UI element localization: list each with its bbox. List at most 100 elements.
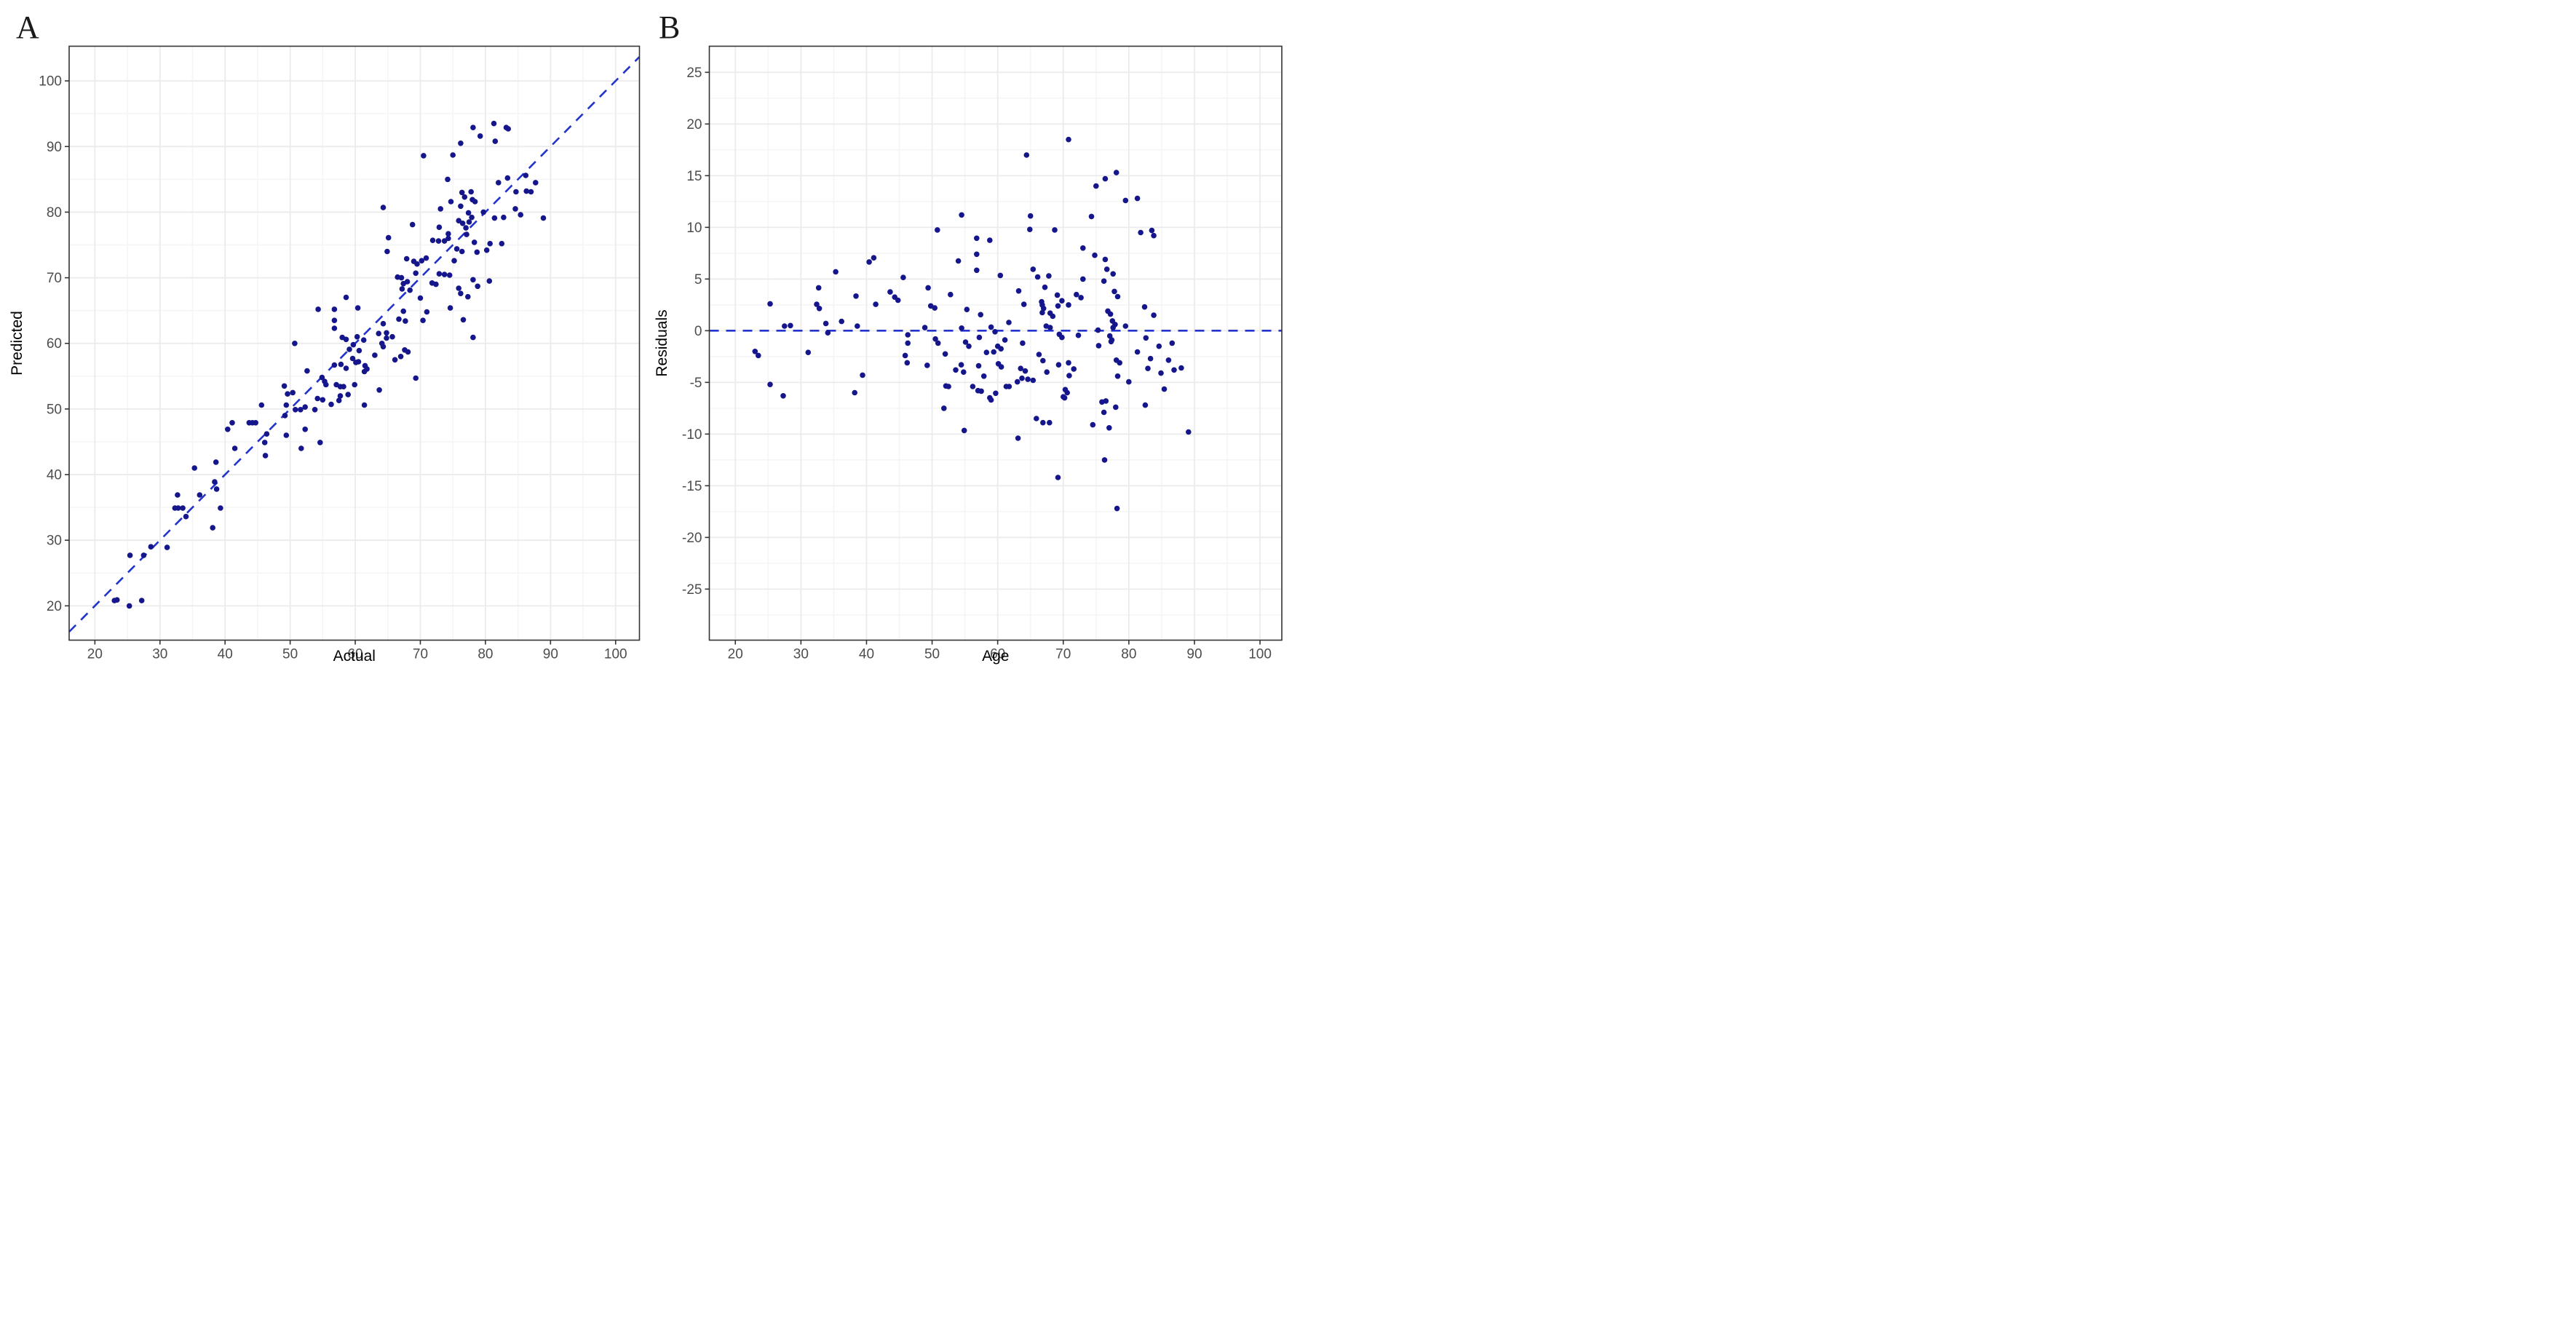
data-point bbox=[814, 301, 820, 307]
data-point bbox=[225, 427, 231, 432]
data-point bbox=[533, 180, 539, 186]
y-tick-label: -20 bbox=[682, 531, 702, 546]
data-point bbox=[1066, 302, 1071, 308]
data-point bbox=[496, 180, 502, 186]
data-point bbox=[384, 248, 390, 255]
data-point bbox=[343, 336, 349, 343]
data-point bbox=[1134, 349, 1141, 355]
data-point bbox=[283, 402, 290, 408]
data-point bbox=[1030, 266, 1037, 272]
data-point bbox=[1034, 416, 1039, 421]
data-point bbox=[470, 124, 476, 130]
data-point bbox=[420, 317, 426, 324]
data-point bbox=[998, 364, 1004, 370]
data-point bbox=[285, 391, 290, 397]
data-point bbox=[987, 237, 993, 243]
data-point bbox=[213, 459, 219, 465]
data-point bbox=[456, 285, 461, 291]
data-point bbox=[403, 255, 410, 262]
data-point bbox=[486, 278, 493, 284]
data-point bbox=[873, 301, 879, 307]
data-point bbox=[281, 383, 288, 389]
data-point bbox=[331, 306, 338, 312]
data-point bbox=[983, 349, 990, 356]
data-point bbox=[459, 189, 465, 196]
data-point bbox=[191, 465, 198, 471]
data-point bbox=[314, 395, 321, 402]
data-point bbox=[469, 214, 475, 221]
data-point bbox=[978, 312, 983, 318]
data-point bbox=[380, 320, 387, 327]
data-point bbox=[1054, 292, 1061, 298]
data-point bbox=[331, 362, 338, 368]
data-point bbox=[1114, 373, 1121, 379]
data-point bbox=[1090, 421, 1096, 428]
data-point bbox=[904, 360, 911, 366]
data-point bbox=[946, 384, 951, 389]
data-point bbox=[1015, 288, 1022, 294]
data-point bbox=[974, 235, 980, 242]
data-point bbox=[961, 369, 967, 375]
data-point bbox=[441, 238, 448, 244]
data-point bbox=[262, 453, 269, 459]
data-point bbox=[528, 189, 534, 195]
data-point bbox=[1107, 311, 1114, 317]
data-point bbox=[312, 407, 318, 413]
data-point bbox=[403, 318, 408, 324]
data-point bbox=[499, 240, 505, 247]
data-point bbox=[900, 274, 906, 281]
data-point bbox=[1023, 152, 1030, 158]
data-point bbox=[458, 140, 464, 146]
data-point bbox=[988, 324, 994, 330]
data-point bbox=[1122, 323, 1129, 329]
data-point bbox=[1014, 378, 1021, 385]
data-point bbox=[331, 325, 338, 331]
data-point bbox=[407, 287, 413, 293]
data-point bbox=[213, 486, 220, 492]
data-point bbox=[860, 372, 865, 378]
data-point bbox=[404, 279, 411, 285]
panel-a: 20 30 40 50 60 70 80 90 100 20 30 40 50 60 70 80 90 100 bbox=[39, 45, 641, 662]
data-point bbox=[540, 215, 547, 221]
data-point bbox=[1006, 384, 1012, 389]
data-point bbox=[959, 325, 964, 331]
data-point bbox=[980, 373, 987, 379]
y-tick-label: 70 bbox=[47, 271, 62, 286]
data-point bbox=[380, 205, 387, 210]
data-point bbox=[866, 259, 872, 265]
data-point bbox=[922, 325, 928, 330]
data-point bbox=[974, 267, 980, 274]
data-point bbox=[328, 401, 334, 408]
data-point bbox=[346, 346, 352, 352]
x-tick-label: 30 bbox=[152, 647, 167, 662]
data-point bbox=[456, 218, 461, 224]
data-point bbox=[1018, 365, 1023, 372]
panel-tag-a: A bbox=[16, 9, 39, 45]
data-point bbox=[887, 289, 893, 295]
data-point bbox=[815, 285, 822, 291]
data-point bbox=[450, 152, 456, 158]
data-point bbox=[1142, 402, 1149, 408]
y-tick-label: 5 bbox=[694, 272, 702, 288]
data-point bbox=[1040, 306, 1047, 312]
data-point bbox=[293, 407, 298, 413]
data-point bbox=[974, 251, 980, 258]
data-point bbox=[955, 258, 962, 264]
data-point bbox=[384, 335, 389, 341]
data-point bbox=[1015, 435, 1021, 441]
data-point bbox=[1151, 312, 1157, 318]
data-point bbox=[376, 330, 381, 337]
data-point bbox=[331, 317, 338, 324]
data-point bbox=[317, 440, 323, 445]
data-point bbox=[959, 212, 964, 218]
data-point bbox=[1027, 226, 1033, 233]
data-point bbox=[992, 329, 998, 335]
data-point bbox=[384, 330, 389, 336]
data-point bbox=[978, 388, 984, 395]
data-point bbox=[423, 255, 429, 261]
data-point bbox=[356, 347, 362, 354]
data-point bbox=[302, 404, 309, 410]
data-point bbox=[1046, 273, 1052, 279]
data-point bbox=[1161, 386, 1168, 392]
axis-title: Age bbox=[982, 648, 1009, 665]
